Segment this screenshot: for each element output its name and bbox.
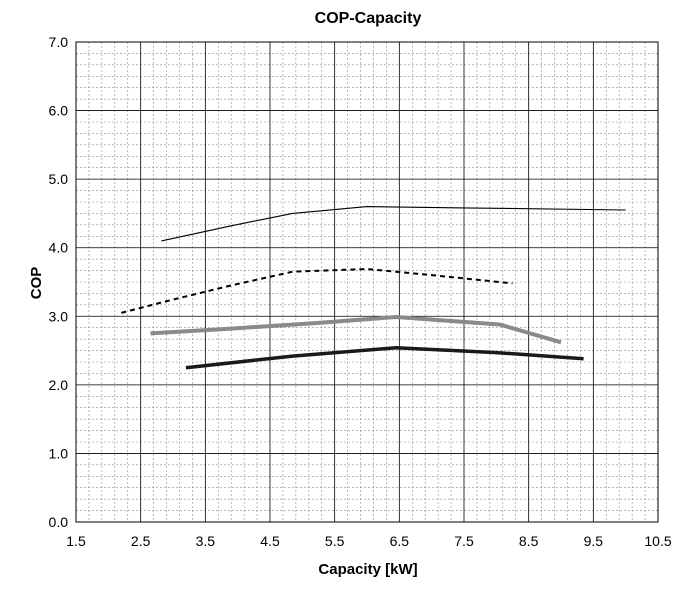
y-tick-label: 3.0 — [49, 308, 69, 324]
y-tick-label: 7.0 — [49, 34, 69, 50]
series-layer — [121, 206, 626, 370]
y-axis-label: COP — [28, 267, 45, 300]
y-tick-labels: 0.0 1.0 2.0 3.0 4.0 5.0 6.0 7.0 — [49, 34, 69, 530]
x-tick-label: 9.5 — [584, 533, 604, 549]
y-tick-label: 6.0 — [49, 103, 69, 119]
y-tick-label: 0.0 — [49, 514, 69, 530]
x-tick-label: 4.5 — [260, 533, 280, 549]
x-tick-label: 6.5 — [390, 533, 410, 549]
x-tick-label: 3.5 — [196, 533, 216, 549]
y-tick-label: 1.0 — [49, 445, 69, 461]
x-tick-label: 2.5 — [131, 533, 151, 549]
x-tick-label: 7.5 — [454, 533, 474, 549]
plot-frame — [75, 41, 659, 523]
x-axis-label: Capacity [kW] — [318, 561, 417, 578]
x-tick-label: 5.5 — [325, 533, 345, 549]
x-tick-label: 8.5 — [519, 533, 539, 549]
series-line-1 — [161, 206, 626, 242]
major-grid — [75, 41, 659, 523]
minor-grid — [76, 42, 658, 522]
series-line-3 — [150, 315, 562, 345]
chart-title: COP-Capacity — [315, 10, 422, 27]
y-tick-label: 5.0 — [49, 171, 69, 187]
x-tick-labels: 1.5 2.5 3.5 4.5 5.5 6.5 7.5 8.5 9.5 10.5 — [66, 533, 672, 549]
y-tick-label: 4.0 — [49, 240, 69, 256]
series-line-2 — [121, 268, 513, 314]
x-tick-label: 10.5 — [644, 533, 671, 549]
series-line-4 — [185, 346, 584, 370]
x-tick-label: 1.5 — [66, 533, 86, 549]
y-tick-label: 2.0 — [49, 377, 69, 393]
